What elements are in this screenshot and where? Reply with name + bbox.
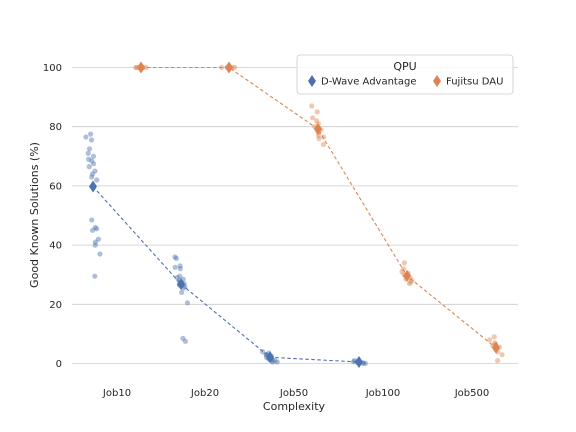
y-axis-label: Good Known Solutions (%) xyxy=(28,142,41,288)
mean-marker xyxy=(266,351,274,364)
data-point xyxy=(406,280,413,287)
legend-marker xyxy=(308,75,316,87)
x-tick-label: Job20 xyxy=(190,388,219,399)
grid-lines xyxy=(72,67,518,364)
data-point xyxy=(85,150,91,156)
data-point xyxy=(86,146,93,152)
data-point xyxy=(97,251,103,257)
x-tick-label: Job10 xyxy=(102,388,131,399)
data-point xyxy=(362,360,368,367)
data-point xyxy=(179,289,185,296)
data-point xyxy=(407,279,414,285)
x-tick-label: Job50 xyxy=(279,388,308,399)
data-point xyxy=(272,357,278,364)
data-point xyxy=(88,137,95,143)
data-point xyxy=(401,260,408,266)
data-point xyxy=(274,359,280,365)
mean-marker xyxy=(137,61,145,74)
mean-marker xyxy=(403,269,411,282)
data-point xyxy=(86,156,92,162)
x-axis-label: Complexity xyxy=(263,400,326,413)
mean-lines xyxy=(92,66,497,363)
data-point xyxy=(89,174,95,180)
data-point xyxy=(87,131,94,137)
y-tick-label: 40 xyxy=(49,241,62,252)
data-point xyxy=(177,273,183,279)
mean-marker xyxy=(89,180,97,193)
data-point xyxy=(177,263,183,269)
data-point xyxy=(321,134,327,140)
data-point xyxy=(491,334,497,340)
x-tick-label: Job100 xyxy=(365,388,401,399)
data-point xyxy=(494,357,501,364)
data-point xyxy=(172,254,178,260)
data-point xyxy=(89,158,95,164)
mean-markers xyxy=(89,61,500,369)
x-tick-labels: Job10 Job20 Job50 Job100 Job500 xyxy=(102,388,489,399)
y-tick-labels: 0 20 40 60 80 100 xyxy=(43,63,62,370)
mean-line xyxy=(92,186,360,363)
data-point xyxy=(133,64,139,71)
data-point xyxy=(90,153,97,159)
data-point xyxy=(94,177,100,183)
legend: QPU D-Wave Advantage Fujitsu DAU xyxy=(296,54,514,95)
data-point xyxy=(143,64,149,71)
legend-label: Fujitsu DAU xyxy=(446,77,503,88)
data-point xyxy=(314,109,320,115)
y-tick-label: 0 xyxy=(56,359,62,370)
data-point xyxy=(92,168,98,174)
data-point xyxy=(172,264,178,270)
data-point xyxy=(89,171,96,177)
mean-marker xyxy=(314,123,322,136)
legend-box xyxy=(296,54,514,95)
data-point xyxy=(92,224,98,230)
data-point xyxy=(174,275,180,281)
mean-marker xyxy=(225,61,233,74)
mean-line xyxy=(141,66,497,349)
mean-marker xyxy=(355,356,363,369)
data-point xyxy=(177,266,183,272)
data-point xyxy=(499,352,505,358)
data-point xyxy=(231,64,238,71)
data-point xyxy=(316,135,322,142)
data-point xyxy=(83,134,89,140)
data-point xyxy=(173,255,179,262)
data-point xyxy=(92,273,98,279)
data-point xyxy=(309,103,315,109)
legend-label: D-Wave Advantage xyxy=(321,77,416,88)
data-point xyxy=(89,227,96,233)
data-point xyxy=(86,164,92,170)
data-point xyxy=(91,161,97,167)
data-point xyxy=(313,118,320,124)
data-point xyxy=(180,335,186,341)
data-point xyxy=(94,226,100,232)
data-point xyxy=(92,239,99,245)
data-point xyxy=(92,242,98,248)
data-point xyxy=(310,115,316,121)
y-tick-label: 80 xyxy=(49,122,62,133)
legend-title: QPU xyxy=(393,60,416,73)
mean-marker xyxy=(492,341,500,354)
data-point xyxy=(401,266,407,272)
data-point xyxy=(182,338,189,344)
data-point xyxy=(315,132,322,139)
data-point xyxy=(89,217,95,223)
legend-marker xyxy=(433,75,441,87)
data-point xyxy=(95,236,102,242)
mean-marker xyxy=(177,278,185,291)
legend-items: D-Wave Advantage Fujitsu DAU xyxy=(308,75,503,88)
y-tick-label: 20 xyxy=(49,300,62,311)
data-points xyxy=(83,64,505,367)
data-point xyxy=(320,141,327,148)
y-tick-label: 100 xyxy=(43,63,62,74)
y-tick-label: 60 xyxy=(49,181,62,192)
data-point xyxy=(184,300,191,306)
x-tick-label: Job500 xyxy=(454,388,490,399)
data-point xyxy=(487,337,493,343)
